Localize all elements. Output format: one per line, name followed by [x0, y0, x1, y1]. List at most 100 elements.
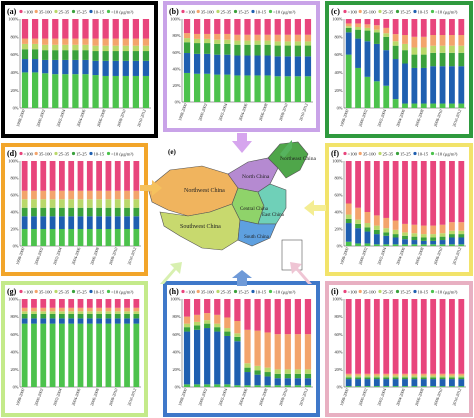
bar-segment — [373, 43, 380, 82]
bar-segment — [458, 234, 465, 238]
bar-segment — [458, 222, 465, 231]
bar-segment — [214, 384, 221, 387]
bar-segment — [82, 44, 89, 51]
bar-segment — [430, 240, 437, 245]
bar-segment — [355, 223, 361, 229]
x-tick-label: 1998-2000 — [15, 247, 26, 266]
bar-segment — [420, 36, 427, 48]
bar-segment — [21, 59, 29, 73]
bar-segment — [68, 307, 75, 312]
y-tick-label: 20% — [172, 367, 180, 372]
bar-segment — [86, 190, 93, 200]
bar-segment — [124, 190, 130, 200]
bar-segment — [402, 373, 408, 376]
y-tick-label: 40% — [172, 349, 180, 354]
bar-segment — [31, 199, 37, 208]
bar-segment — [430, 237, 437, 241]
bar-segment — [345, 26, 352, 28]
legend-marker — [378, 9, 382, 14]
y-tick-label: 60% — [334, 332, 342, 337]
bar-segment — [392, 229, 399, 235]
chart-svg: (i) >100 35-100 25-35 15-25 10-15 <10 (μg/m³) 0… — [331, 287, 466, 406]
bar-segment — [133, 323, 140, 387]
bar-segment — [204, 320, 211, 324]
bar-segment — [124, 229, 130, 246]
bar-segment — [392, 373, 399, 376]
bar-segment — [234, 19, 241, 35]
bar-segment — [345, 375, 352, 378]
bar-segment — [364, 30, 371, 42]
bar-segment — [193, 73, 201, 102]
bar-segment — [133, 207, 140, 217]
bar-segment — [92, 38, 99, 46]
bar-segment — [133, 161, 140, 191]
bar-segment — [458, 373, 465, 376]
bar-segment — [92, 45, 99, 52]
bar-segment — [21, 318, 28, 324]
bar-segment — [402, 299, 408, 374]
bar-segment — [124, 299, 130, 308]
bar-segment — [392, 220, 399, 230]
bar-segment — [105, 323, 112, 387]
bar-segment — [42, 44, 49, 51]
x-tick-label: 2004-2006 — [238, 103, 249, 122]
bar-segment — [132, 60, 140, 76]
bar-segment — [284, 299, 291, 335]
x-tick-label: 2008-2010 — [278, 388, 289, 407]
legend-marker — [89, 151, 93, 156]
legend-label: 15-25 — [238, 10, 249, 15]
bar-segment — [183, 316, 191, 324]
bar-segment — [40, 307, 47, 312]
bar-segment — [114, 313, 121, 319]
legend-label: >100 — [186, 290, 196, 295]
bar-segment — [31, 323, 37, 387]
bar-segment — [62, 74, 69, 108]
bar-segment — [373, 299, 380, 374]
bar-segment — [193, 314, 201, 322]
bar-segment — [234, 385, 241, 387]
bar-segment — [244, 385, 251, 387]
bar-segment — [21, 161, 28, 191]
bar-segment — [40, 216, 47, 229]
bar-segment — [383, 50, 390, 86]
bar-segment — [449, 234, 455, 238]
bar-segment — [430, 45, 437, 53]
bar-segment — [122, 45, 129, 52]
bar-segment — [96, 299, 103, 308]
bar-segment — [274, 369, 281, 374]
bar-segment — [102, 75, 109, 108]
bar-segment — [355, 373, 361, 376]
bar-segment — [112, 75, 119, 108]
legend-marker — [54, 151, 58, 156]
bar-segment — [411, 233, 418, 237]
bar-segment — [449, 379, 455, 387]
bar-segment — [364, 76, 371, 108]
legend-label: >100 — [348, 152, 358, 157]
bar-segment — [420, 244, 427, 246]
bar-segment — [31, 43, 39, 50]
bar-segment — [183, 299, 191, 317]
legend-label: 25-35 — [383, 10, 394, 15]
bar-segment — [72, 74, 79, 108]
bar-segment — [77, 311, 84, 314]
bar-segment — [40, 323, 47, 387]
bar-segment — [105, 299, 112, 308]
bar-segment — [96, 190, 103, 200]
legend-marker — [19, 151, 23, 156]
chart-svg: (h) >100 35-100 25-35 15-25 10-15 <10 (μg/m³) 0… — [169, 287, 313, 407]
bar-segment — [402, 386, 408, 387]
bar-segment — [294, 334, 302, 370]
bar-segment — [345, 203, 352, 215]
bar-segment — [96, 313, 103, 319]
bar-segment — [458, 52, 465, 67]
bar-segment — [411, 54, 418, 68]
bar-segment — [224, 74, 231, 102]
legend-label: <10 (μg/m³) — [273, 10, 296, 15]
y-tick-label: 40% — [10, 210, 18, 215]
bar-segment — [439, 45, 446, 53]
bar-segment — [21, 307, 28, 312]
x-tick-label: 2010-2012 — [126, 247, 137, 266]
bar-segment — [373, 229, 380, 235]
bar-segment — [183, 384, 191, 387]
bar-segment — [49, 307, 56, 312]
